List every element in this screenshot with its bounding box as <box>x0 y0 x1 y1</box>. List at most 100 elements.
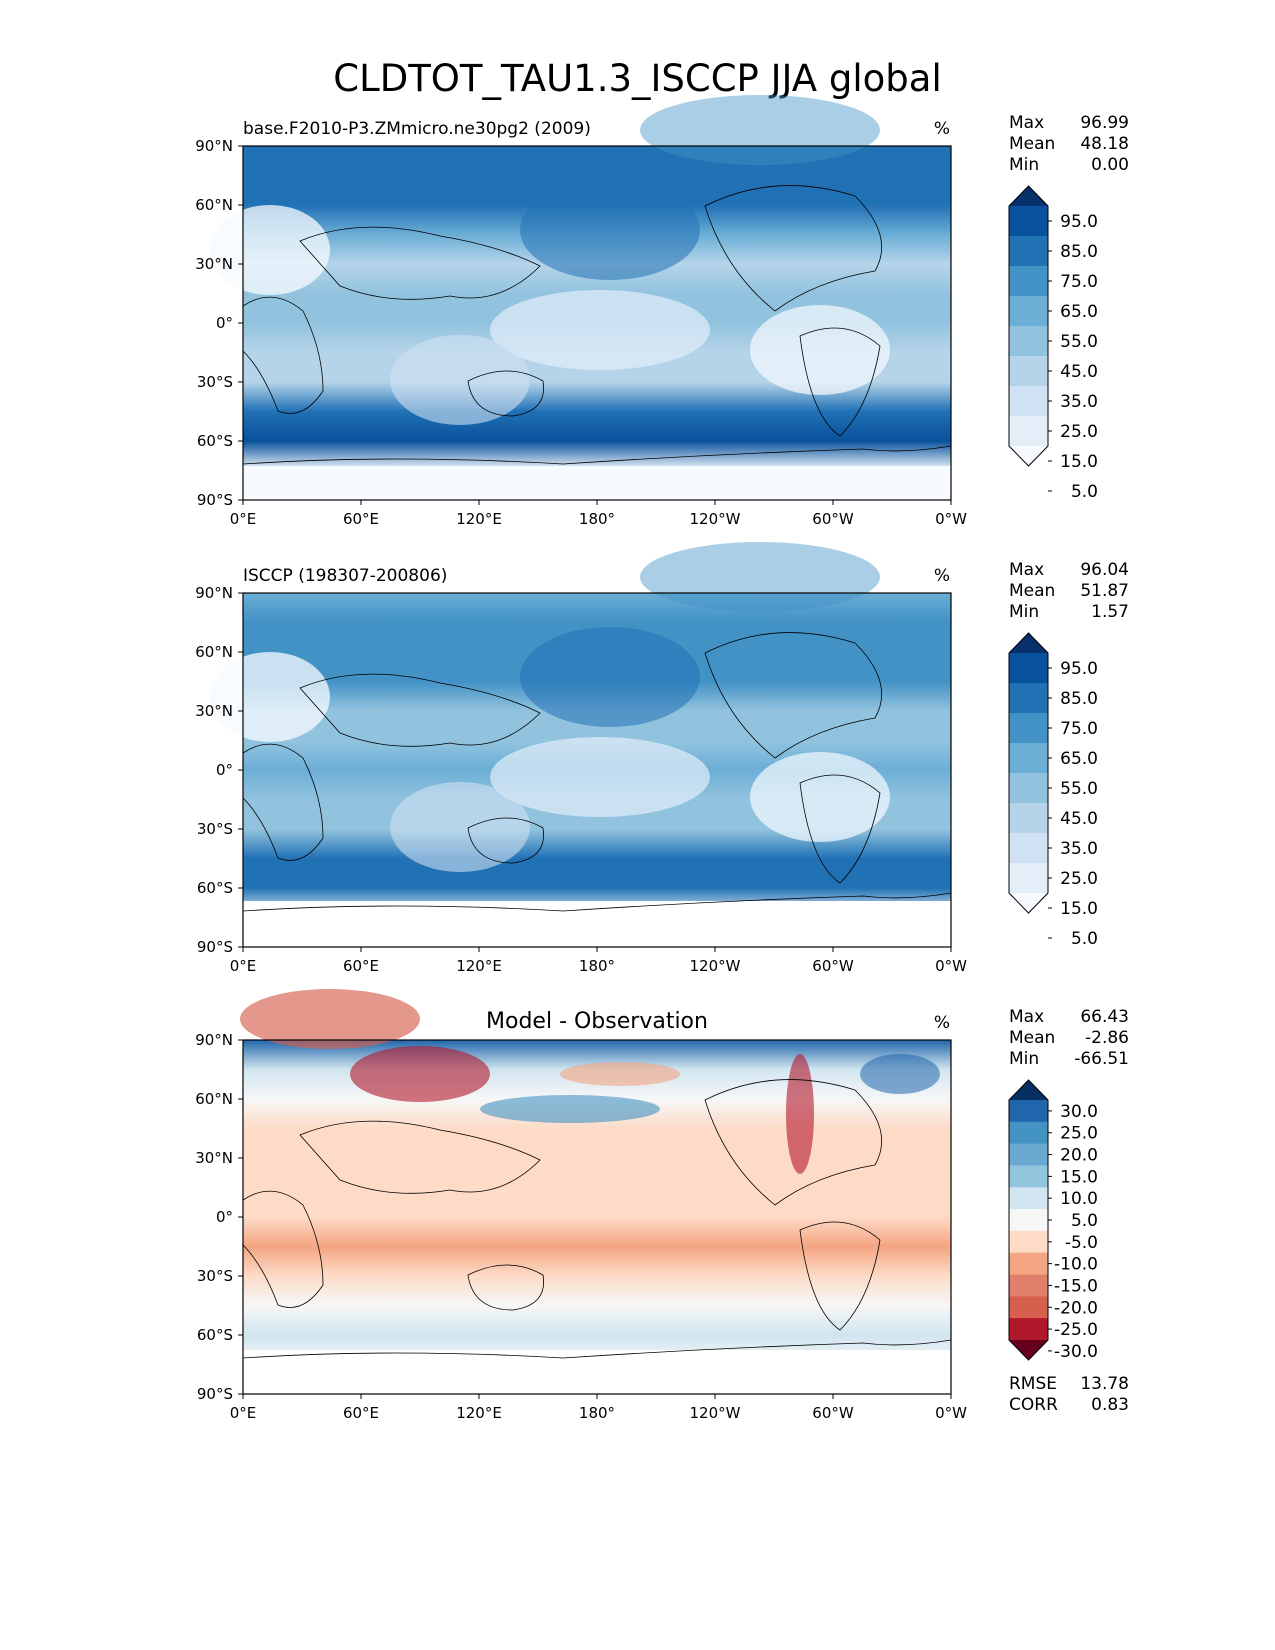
colorbar-segment <box>1009 803 1048 834</box>
colorbar-segment <box>1009 1143 1048 1166</box>
y-tick-label: 90°N <box>195 137 233 155</box>
stat-value: 48.18 <box>1080 134 1129 154</box>
stat-value: -2.86 <box>1085 1028 1129 1048</box>
map-panel-1: 0°E 60°E 120°E 180° 120°W 60°W 0°W 90°N 60°N 30°N… <box>195 95 1129 528</box>
colorbar-segment <box>1009 653 1048 684</box>
x-tick-label: 0°W <box>935 1404 967 1422</box>
x-tick-label: 120°E <box>456 510 502 528</box>
colorbar-tick-label: 15.0 <box>1060 1167 1098 1187</box>
coastline <box>242 892 952 912</box>
stat-label: Min <box>1009 1049 1039 1069</box>
colorbar-tick-label: 10.0 <box>1060 1189 1098 1209</box>
colorbar-extend-top <box>1009 186 1048 206</box>
coastline <box>704 632 882 759</box>
stat-label: Mean <box>1009 581 1055 601</box>
colorbar-extend-top <box>1009 1080 1048 1100</box>
units-label: % <box>934 119 950 139</box>
map-feature <box>860 1054 940 1094</box>
colorbar-segment <box>1009 416 1048 447</box>
colorbar-tick-label: -10.0 <box>1054 1255 1098 1275</box>
stat-label: Max <box>1009 1007 1044 1027</box>
x-tick-label: 120°E <box>456 1404 502 1422</box>
coastline <box>704 1079 882 1206</box>
map-feature <box>490 737 710 817</box>
stat-label: Min <box>1009 602 1039 622</box>
y-tick-label: 90°S <box>197 1385 233 1403</box>
stat-value: 1.57 <box>1091 602 1129 622</box>
colorbar-extend-bottom <box>1009 893 1048 913</box>
figure-title: CLDTOT_TAU1.3_ISCCP JJA global <box>333 57 942 100</box>
missing-data-region <box>243 1350 951 1394</box>
colorbar-segment <box>1009 713 1048 744</box>
coastline <box>299 673 541 747</box>
y-tick-label: 30°S <box>197 373 233 391</box>
stat-label: Min <box>1009 155 1039 175</box>
colorbar-segment <box>1009 236 1048 267</box>
colorbar-tick-label: -20.0 <box>1054 1298 1098 1318</box>
colorbar-tick-label: 95.0 <box>1060 659 1098 679</box>
y-tick-label: 60°N <box>195 1090 233 1108</box>
colorbar-segment <box>1009 1100 1048 1123</box>
map-feature <box>210 652 330 742</box>
colorbar-segment <box>1009 326 1048 357</box>
colorbar-tick-label: 30.0 <box>1060 1102 1098 1122</box>
colorbar-tick-label: 45.0 <box>1060 809 1098 829</box>
stat-value: 66.43 <box>1080 1007 1129 1027</box>
colorbar-segment <box>1009 296 1048 327</box>
coastline <box>299 1120 541 1194</box>
stat-value: 96.04 <box>1080 560 1129 580</box>
panel-title: ISCCP (198307-200806) <box>243 566 447 586</box>
colorbar-segment <box>1009 683 1048 714</box>
colorbar-tick-label: 85.0 <box>1060 242 1098 262</box>
colorbar-segment <box>1009 266 1048 297</box>
panel-title: Model - Observation <box>486 1009 708 1034</box>
x-tick-label: 60°E <box>343 957 379 975</box>
y-tick-label: 90°S <box>197 938 233 956</box>
x-tick-label: 60°W <box>812 957 854 975</box>
colorbar-tick-label: -15.0 <box>1054 1276 1098 1296</box>
x-tick-label: 60°E <box>343 510 379 528</box>
colorbar-segment <box>1009 206 1048 237</box>
stat-label: Mean <box>1009 1028 1055 1048</box>
coastline <box>242 743 324 861</box>
stat-label: RMSE <box>1009 1374 1057 1394</box>
colorbar-tick-label: 95.0 <box>1060 212 1098 232</box>
colorbar-tick-label: 75.0 <box>1060 719 1098 739</box>
stat-value: 13.78 <box>1080 1374 1129 1394</box>
y-tick-label: 30°N <box>195 702 233 720</box>
coastline <box>467 370 545 417</box>
coastline <box>799 327 881 437</box>
missing-data-region <box>243 901 951 947</box>
y-tick-label: 90°S <box>197 491 233 509</box>
colorbar-tick-label: 35.0 <box>1060 839 1098 859</box>
x-tick-label: 120°W <box>690 1404 741 1422</box>
y-tick-label: 90°N <box>195 584 233 602</box>
colorbar-tick-label: 15.0 <box>1060 899 1098 919</box>
y-tick-label: 60°S <box>197 1326 233 1344</box>
stat-label: Max <box>1009 113 1044 133</box>
y-tick-label: 30°S <box>197 1267 233 1285</box>
map-feature <box>350 1046 490 1102</box>
map-feature <box>750 752 890 842</box>
colorbar-outline <box>1008 1079 1049 1361</box>
colorbar-tick-label: 35.0 <box>1060 392 1098 412</box>
map-feature <box>520 627 700 727</box>
colorbar-tick-label: 45.0 <box>1060 362 1098 382</box>
y-tick-label: 30°N <box>195 255 233 273</box>
units-label: % <box>934 566 950 586</box>
coastline <box>799 1221 881 1331</box>
coastline <box>242 296 324 414</box>
x-tick-label: 0°E <box>230 1404 257 1422</box>
colorbar: 95.0 85.0 75.0 65.0 55.0 45.0 35.0 25.0 15.0 5.0 <box>1008 632 1098 949</box>
coastline <box>799 774 881 884</box>
y-tick-label: 30°S <box>197 820 233 838</box>
y-tick-label: 60°S <box>197 432 233 450</box>
colorbar-segment <box>1009 1296 1048 1319</box>
stat-value: 96.99 <box>1080 113 1129 133</box>
map-feature <box>390 335 530 425</box>
colorbar-tick-label: 65.0 <box>1060 749 1098 769</box>
colorbar-tick-label: 25.0 <box>1060 869 1098 889</box>
map-feature <box>480 1095 660 1123</box>
y-tick-label: 0° <box>216 761 233 779</box>
colorbar-extend-top <box>1009 633 1048 653</box>
